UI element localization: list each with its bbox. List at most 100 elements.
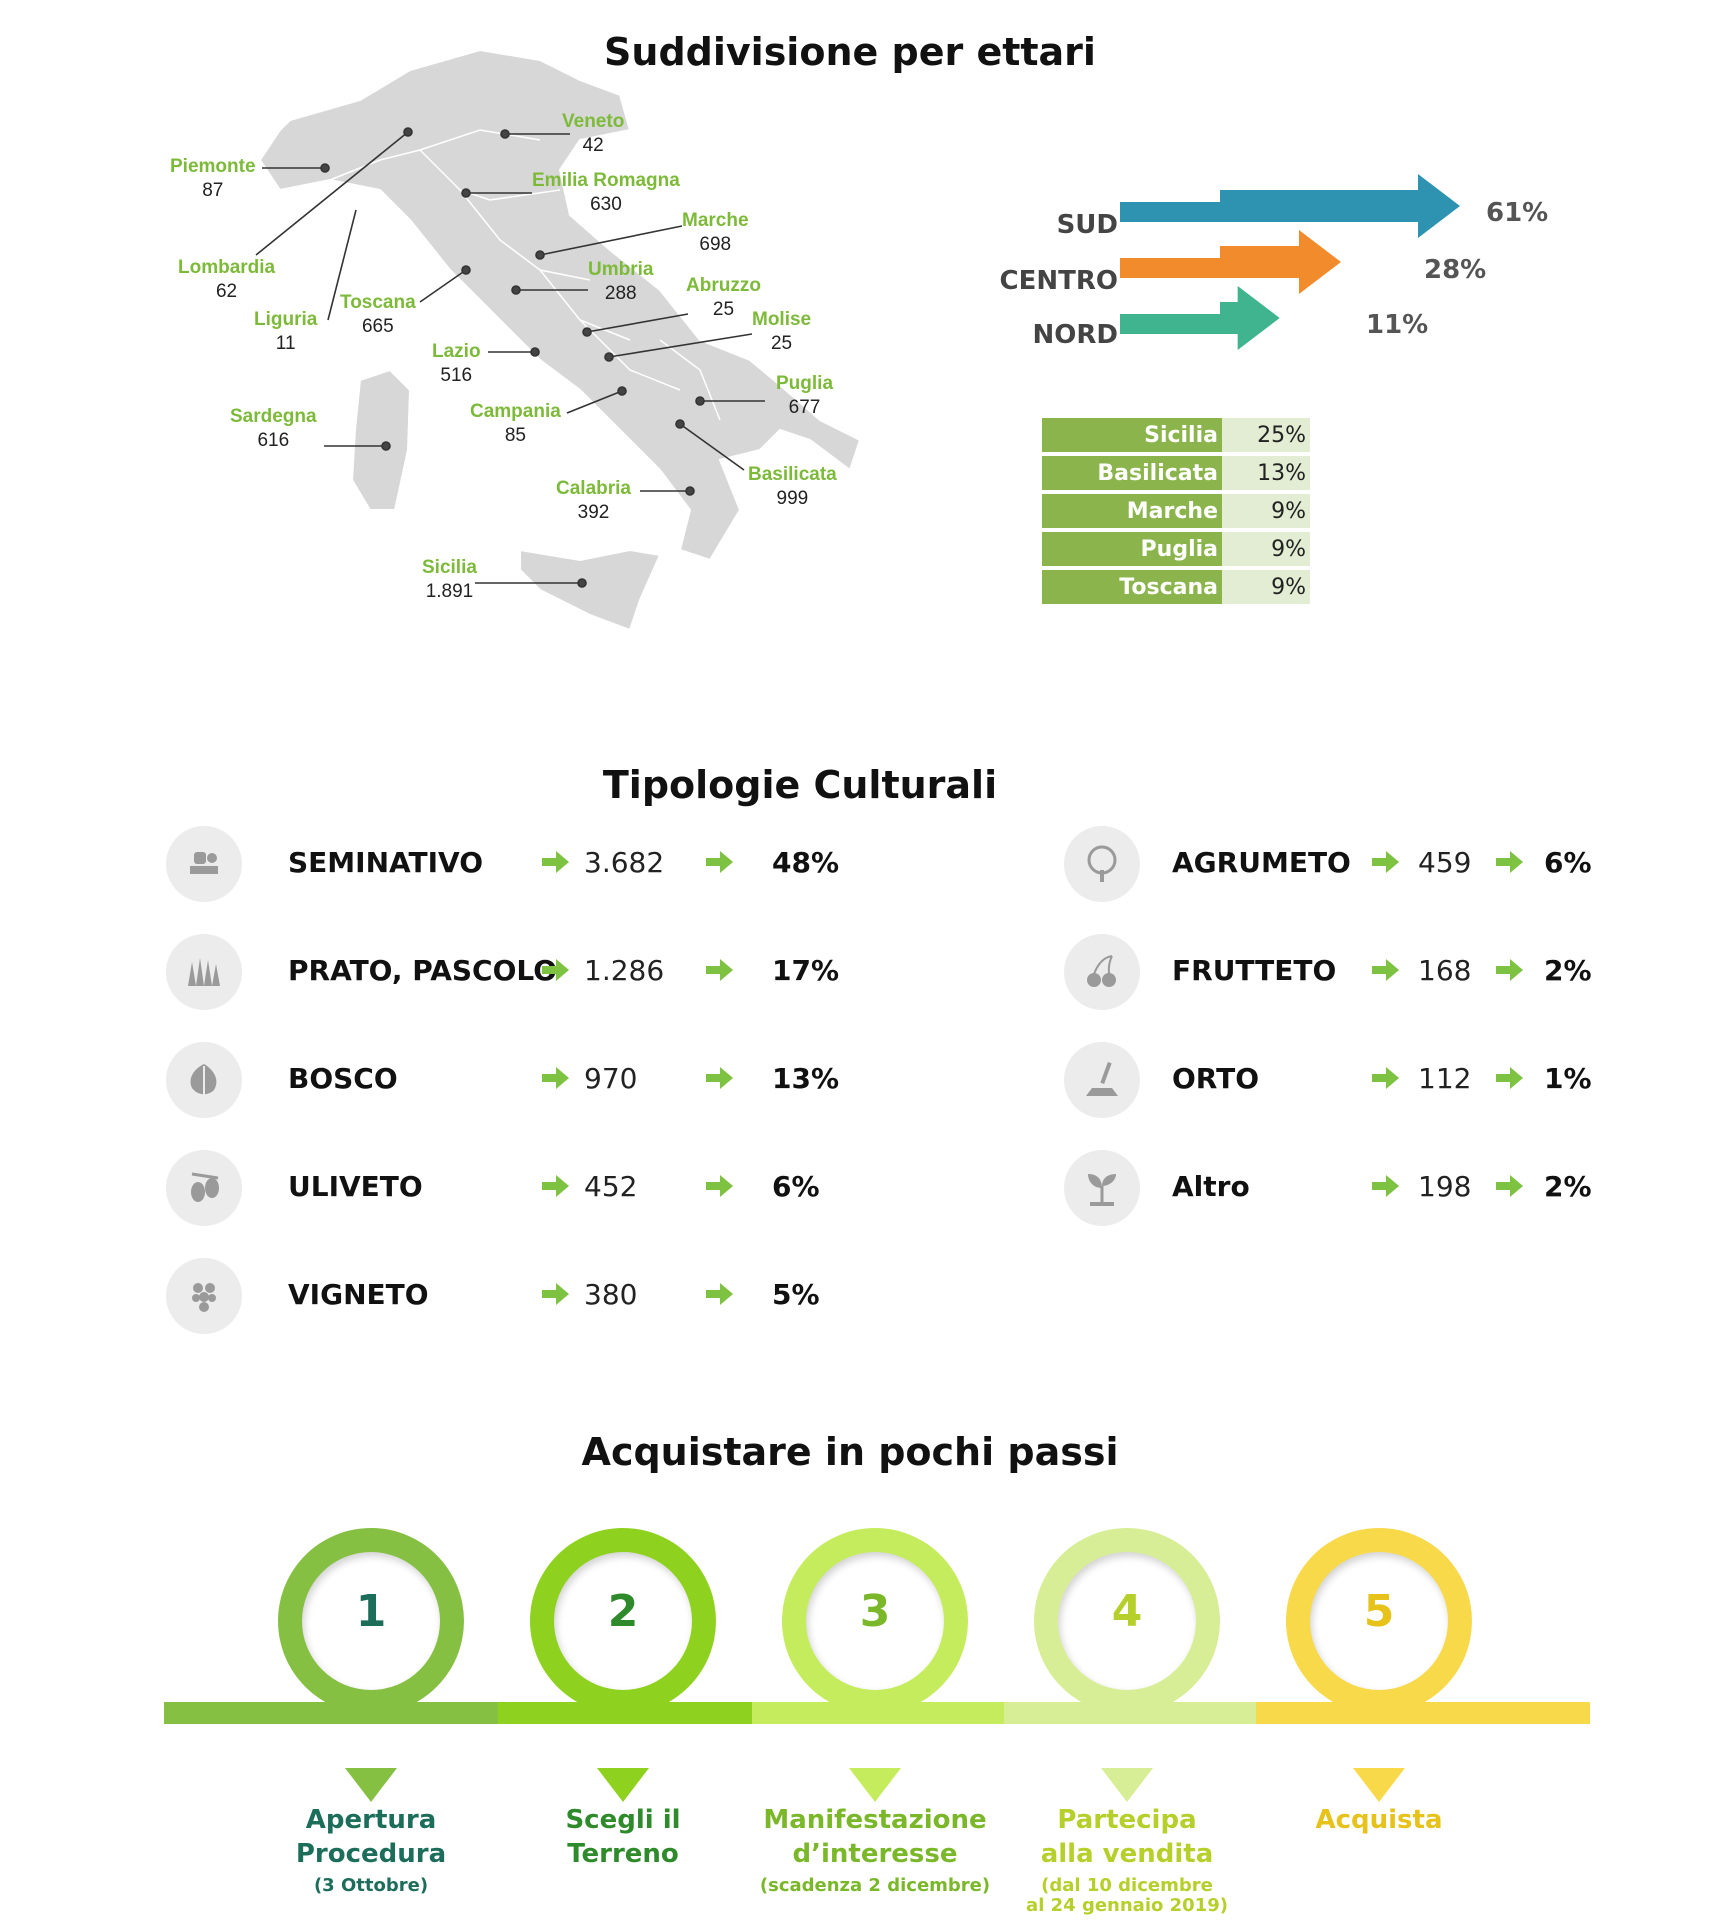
step-label: Apertura bbox=[305, 1805, 437, 1835]
culture-hectares: 168 bbox=[1418, 954, 1472, 987]
timeline-segment bbox=[1256, 1702, 1590, 1724]
region-marche: Marche 698 bbox=[682, 210, 749, 255]
region-lazio: Lazio 516 bbox=[432, 341, 481, 386]
step-label: d’interesse bbox=[792, 1839, 958, 1869]
step-label: Scegli il bbox=[565, 1805, 681, 1835]
table-row: Puglia 9% bbox=[1042, 532, 1310, 566]
step-note: (3 Ottobre) bbox=[313, 1875, 429, 1896]
region-piemonte: Piemonte 87 bbox=[170, 156, 256, 201]
top-regions-table: Sicilia 25% Basilicata 13% Marche 9% Puglia… bbox=[1042, 414, 1310, 608]
culture-percentage: 2% bbox=[1544, 1170, 1592, 1203]
zone-pct-centro: 28% bbox=[1424, 255, 1487, 285]
step-label: Partecipa bbox=[1057, 1805, 1197, 1835]
arrow-right-icon bbox=[706, 1282, 734, 1311]
step-circle-inner bbox=[1310, 1552, 1448, 1690]
culture-name: FRUTTETO bbox=[1172, 954, 1337, 987]
step-circle: 2 bbox=[530, 1528, 716, 1714]
region-abruzzo: Abruzzo 25 bbox=[686, 275, 761, 320]
step-pointer-icon bbox=[849, 1768, 901, 1802]
region-sicilia: Sicilia 1.891 bbox=[422, 557, 477, 602]
step-circle: 4 bbox=[1034, 1528, 1220, 1714]
step-number: 4 bbox=[1111, 1586, 1143, 1637]
step-circle: 5 bbox=[1286, 1528, 1472, 1714]
culture-percentage: 17% bbox=[772, 954, 840, 987]
step-label: Acquista bbox=[1315, 1805, 1443, 1835]
olive-icon bbox=[166, 1150, 242, 1226]
zone-arrow-centro bbox=[1120, 230, 1341, 294]
culture-name: Altro bbox=[1172, 1170, 1250, 1203]
region-emilia-romagna: Emilia Romagna 630 bbox=[532, 170, 680, 215]
zone-arrow-nord bbox=[1120, 286, 1280, 350]
arrow-right-icon bbox=[706, 1066, 734, 1095]
arrow-right-icon bbox=[1496, 958, 1524, 987]
steps-title: Acquistare in pochi passi bbox=[581, 1430, 1119, 1474]
step-pointer-icon bbox=[1101, 1768, 1153, 1802]
culture-hectares: 970 bbox=[584, 1062, 638, 1095]
culture-hectares: 3.682 bbox=[584, 846, 665, 879]
zone-pct-nord: 11% bbox=[1366, 310, 1429, 340]
culture-percentage: 6% bbox=[1544, 846, 1592, 879]
table-row: Toscana 9% bbox=[1042, 570, 1310, 604]
tree-icon bbox=[1064, 826, 1140, 902]
arrow-right-icon bbox=[706, 1174, 734, 1203]
culture-name: AGRUMETO bbox=[1172, 846, 1351, 879]
region-molise: Molise 25 bbox=[752, 309, 812, 354]
step-pointer-icon bbox=[345, 1768, 397, 1802]
arrow-right-icon bbox=[706, 958, 734, 987]
arrow-right-icon bbox=[542, 1066, 570, 1095]
culture-hectares: 459 bbox=[1418, 846, 1472, 879]
zone-label-centro: CENTRO bbox=[999, 266, 1118, 296]
step-pointer-icon bbox=[1353, 1768, 1405, 1802]
step-label: Manifestazione bbox=[763, 1805, 987, 1835]
step-circle-inner bbox=[1058, 1552, 1196, 1690]
culture-hectares: 452 bbox=[584, 1170, 638, 1203]
culture-percentage: 6% bbox=[772, 1170, 820, 1203]
region-campania: Campania 85 bbox=[470, 401, 561, 446]
step-label: alla vendita bbox=[1040, 1839, 1214, 1869]
arrow-right-icon bbox=[1372, 1066, 1400, 1095]
culture-percentage: 2% bbox=[1544, 954, 1592, 987]
region-basilicata: Basilicata 999 bbox=[748, 464, 837, 509]
step-number: 5 bbox=[1363, 1586, 1395, 1637]
region-veneto: Veneto 42 bbox=[562, 111, 625, 156]
step-circle-inner bbox=[554, 1552, 692, 1690]
step-circle: 1 bbox=[278, 1528, 464, 1714]
arrow-right-icon bbox=[542, 1174, 570, 1203]
culture-percentage: 1% bbox=[1544, 1062, 1592, 1095]
culture-name: SEMINATIVO bbox=[288, 846, 484, 879]
map-leader-lines bbox=[255, 127, 765, 588]
step-pointer-icon bbox=[597, 1768, 649, 1802]
region-umbria: Umbria 288 bbox=[588, 259, 654, 304]
step-circle-inner bbox=[806, 1552, 944, 1690]
table-row: Sicilia 25% bbox=[1042, 418, 1310, 452]
culture-percentage: 5% bbox=[772, 1278, 820, 1311]
step-number: 3 bbox=[859, 1586, 891, 1637]
grapes-icon bbox=[166, 1258, 242, 1334]
zone-label-sud: SUD bbox=[1056, 210, 1118, 240]
culture-hectares: 112 bbox=[1418, 1062, 1472, 1095]
step-circle-inner bbox=[302, 1552, 440, 1690]
table-row: Basilicata 13% bbox=[1042, 456, 1310, 490]
arrow-right-icon bbox=[1372, 850, 1400, 879]
arrow-right-icon bbox=[1496, 1066, 1524, 1095]
leaf-icon bbox=[166, 1042, 242, 1118]
culture-hectares: 380 bbox=[584, 1278, 638, 1311]
sicily-shape bbox=[519, 548, 662, 632]
culture-name: PRATO, PASCOLO bbox=[288, 954, 558, 987]
grass-icon bbox=[166, 934, 242, 1010]
culture-name: ULIVETO bbox=[288, 1170, 423, 1203]
italy-map bbox=[258, 48, 860, 632]
zone-label-nord: NORD bbox=[1032, 320, 1118, 350]
zone-arrow-chart bbox=[1120, 174, 1460, 350]
arrow-right-icon bbox=[706, 850, 734, 879]
step-number: 2 bbox=[607, 1586, 639, 1637]
step-circle: 3 bbox=[782, 1528, 968, 1714]
culture-percentage: 13% bbox=[772, 1062, 840, 1095]
timeline-segment bbox=[164, 1702, 498, 1724]
arrow-right-icon bbox=[1372, 958, 1400, 987]
culture-hectares: 198 bbox=[1418, 1170, 1472, 1203]
hectares-title: Suddivisione per ettari bbox=[604, 30, 1096, 74]
arrow-right-icon bbox=[542, 958, 570, 987]
zone-pct-sud: 61% bbox=[1486, 198, 1549, 228]
arrow-right-icon bbox=[542, 1282, 570, 1311]
